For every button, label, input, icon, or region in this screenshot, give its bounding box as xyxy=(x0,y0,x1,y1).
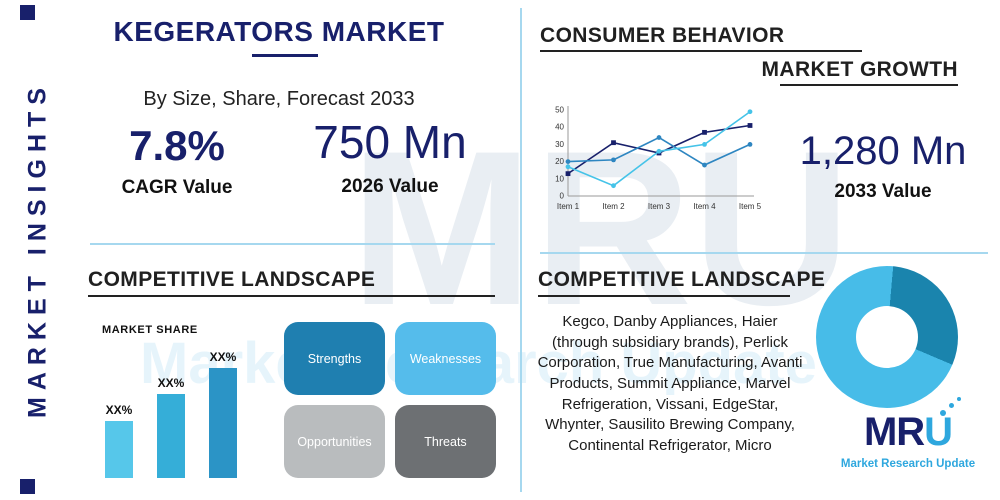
swot-tile-strengths: Strengths xyxy=(284,322,385,395)
brand-logo: MRU Market Research Update xyxy=(828,397,988,471)
market-share-bar: XX% xyxy=(156,376,186,478)
consumer-behavior-underline xyxy=(540,50,862,52)
svg-text:Item 2: Item 2 xyxy=(602,202,625,211)
market-share-bar-chart: XX% XX% XX% xyxy=(100,342,274,478)
logo-dot-icon xyxy=(949,403,954,408)
market-share-bar: XX% xyxy=(104,403,134,478)
donut-hole xyxy=(856,306,918,368)
svg-text:50: 50 xyxy=(555,106,564,115)
svg-text:Item 3: Item 3 xyxy=(648,202,671,211)
stat-cagr: 7.8% CAGR Value xyxy=(92,122,262,199)
swot-tile-opportunities: Opportunities xyxy=(284,405,385,478)
logo-text: MRU xyxy=(828,412,988,452)
stat-2026-value: 750 Mn 2026 Value xyxy=(295,116,485,198)
bar-rect xyxy=(209,368,237,478)
swot-grid: Strengths Weaknesses Opportunities Threa… xyxy=(284,322,496,478)
market-growth-underline xyxy=(780,84,958,86)
donut-chart xyxy=(816,266,958,408)
market-share-label: MARKET SHARE xyxy=(102,324,198,336)
watermark-text: MRU xyxy=(350,105,852,351)
svg-text:10: 10 xyxy=(555,174,564,183)
horizontal-divider-right xyxy=(540,252,988,254)
bar-value-label: XX% xyxy=(105,402,133,417)
bar-rect xyxy=(105,420,133,478)
corner-square-bottom xyxy=(20,479,35,494)
cagr-value: 7.8% xyxy=(129,122,225,169)
svg-text:Item 5: Item 5 xyxy=(739,202,761,211)
consumer-behavior-heading: CONSUMER BEHAVIOR xyxy=(540,24,785,47)
svg-text:Item 4: Item 4 xyxy=(693,202,716,211)
svg-text:Item 1: Item 1 xyxy=(557,202,580,211)
label-2033: 2033 Value xyxy=(834,181,932,202)
vertical-banner-market-insights: MARKET INSIGHTS xyxy=(23,81,52,419)
svg-text:20: 20 xyxy=(555,157,564,166)
swot-tile-threats: Threats xyxy=(395,405,496,478)
page-subtitle: By Size, Share, Forecast 2033 xyxy=(143,88,415,110)
horizontal-divider-left xyxy=(90,243,495,245)
label-2026: 2026 Value xyxy=(341,175,439,197)
competitive-landscape-left-heading: COMPETITIVE LANDSCAPE xyxy=(88,268,376,291)
logo-u: U xyxy=(924,410,953,454)
bar-rect xyxy=(157,393,185,478)
companies-list: Kegco, Danby Appliances, Haier (through … xyxy=(537,313,803,455)
line-chart: 0 10 20 30 40 50 Item 1 Item 2 Item 3 Item 4 Item … xyxy=(555,106,761,212)
title-underline xyxy=(252,54,318,57)
page-title: KEGERATORS MARKET xyxy=(113,16,445,47)
swot-tile-weaknesses: Weaknesses xyxy=(395,322,496,395)
competitive-landscape-right-heading: COMPETITIVE LANDSCAPE xyxy=(538,268,826,291)
value-2033: 1,280 Mn xyxy=(799,129,967,173)
svg-text:40: 40 xyxy=(555,123,564,132)
svg-text:30: 30 xyxy=(555,140,564,149)
market-share-bar: XX% xyxy=(208,350,238,478)
svg-text:0: 0 xyxy=(560,192,565,201)
vertical-divider xyxy=(520,8,522,492)
corner-square-top xyxy=(20,5,35,20)
logo-dot-icon xyxy=(957,397,961,401)
cagr-label: CAGR Value xyxy=(121,177,233,199)
competitive-landscape-right-underline xyxy=(538,295,790,297)
value-2026: 750 Mn xyxy=(313,116,467,168)
market-growth-heading: MARKET GROWTH xyxy=(761,58,958,81)
logo-mr: MR xyxy=(863,410,925,454)
logo-tagline: Market Research Update xyxy=(840,458,976,470)
bar-value-label: XX% xyxy=(157,375,185,390)
logo-dot-icon xyxy=(940,410,946,416)
stat-2033-value: 1,280 Mn 2033 Value xyxy=(788,128,978,203)
competitive-landscape-left-underline xyxy=(88,295,495,297)
bar-value-label: XX% xyxy=(209,350,237,365)
